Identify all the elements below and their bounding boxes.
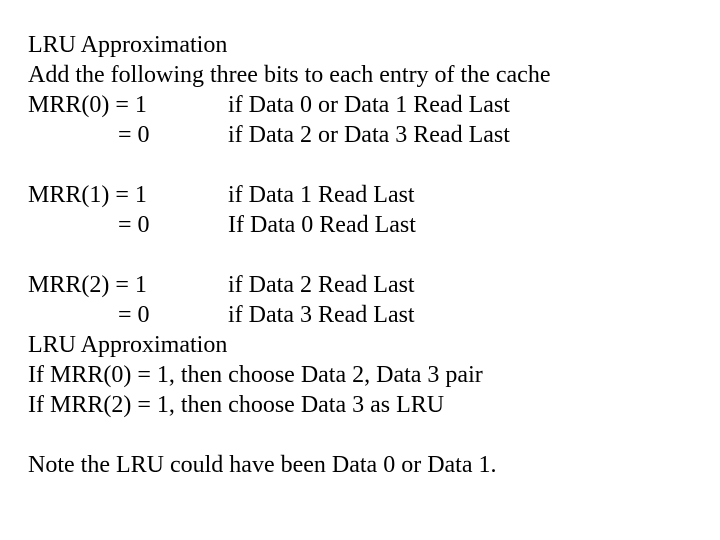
- mrr2-eq0-left: = 0: [28, 300, 228, 330]
- block-4: Note the LRU could have been Data 0 or D…: [28, 450, 692, 480]
- if-mrr2-line: If MRR(2) = 1, then choose Data 3 as LRU: [28, 390, 692, 420]
- title-line: LRU Approximation: [28, 30, 692, 60]
- mrr1-eq0-left: = 0: [28, 210, 228, 240]
- mrr2-eq0-right: if Data 3 Read Last: [228, 300, 692, 330]
- mrr0-eq0-right: if Data 2 or Data 3 Read Last: [228, 120, 692, 150]
- mrr2-eq1-row: MRR(2) = 1 if Data 2 Read Last: [28, 270, 692, 300]
- mrr1-eq1-left: MRR(1) = 1: [28, 180, 228, 210]
- mrr1-eq1-right: if Data 1 Read Last: [228, 180, 692, 210]
- mrr0-eq1-left: MRR(0) = 1: [28, 90, 228, 120]
- mrr2-eq1-left: MRR(2) = 1: [28, 270, 228, 300]
- lru-approx-line: LRU Approximation: [28, 330, 692, 360]
- note-line: Note the LRU could have been Data 0 or D…: [28, 450, 692, 480]
- mrr1-eq1-row: MRR(1) = 1 if Data 1 Read Last: [28, 180, 692, 210]
- mrr0-eq0-left: = 0: [28, 120, 228, 150]
- mrr0-eq1-right: if Data 0 or Data 1 Read Last: [228, 90, 692, 120]
- mrr1-eq0-right: If Data 0 Read Last: [228, 210, 692, 240]
- mrr2-eq1-right: if Data 2 Read Last: [228, 270, 692, 300]
- block-1: LRU Approximation Add the following thre…: [28, 30, 692, 150]
- block-3: MRR(2) = 1 if Data 2 Read Last = 0 if Da…: [28, 270, 692, 420]
- mrr1-eq0-row: = 0 If Data 0 Read Last: [28, 210, 692, 240]
- mrr2-eq0-row: = 0 if Data 3 Read Last: [28, 300, 692, 330]
- if-mrr0-line: If MRR(0) = 1, then choose Data 2, Data …: [28, 360, 692, 390]
- block-2: MRR(1) = 1 if Data 1 Read Last = 0 If Da…: [28, 180, 692, 240]
- mrr0-eq1-row: MRR(0) = 1 if Data 0 or Data 1 Read Last: [28, 90, 692, 120]
- mrr0-eq0-row: = 0 if Data 2 or Data 3 Read Last: [28, 120, 692, 150]
- description-line: Add the following three bits to each ent…: [28, 60, 692, 90]
